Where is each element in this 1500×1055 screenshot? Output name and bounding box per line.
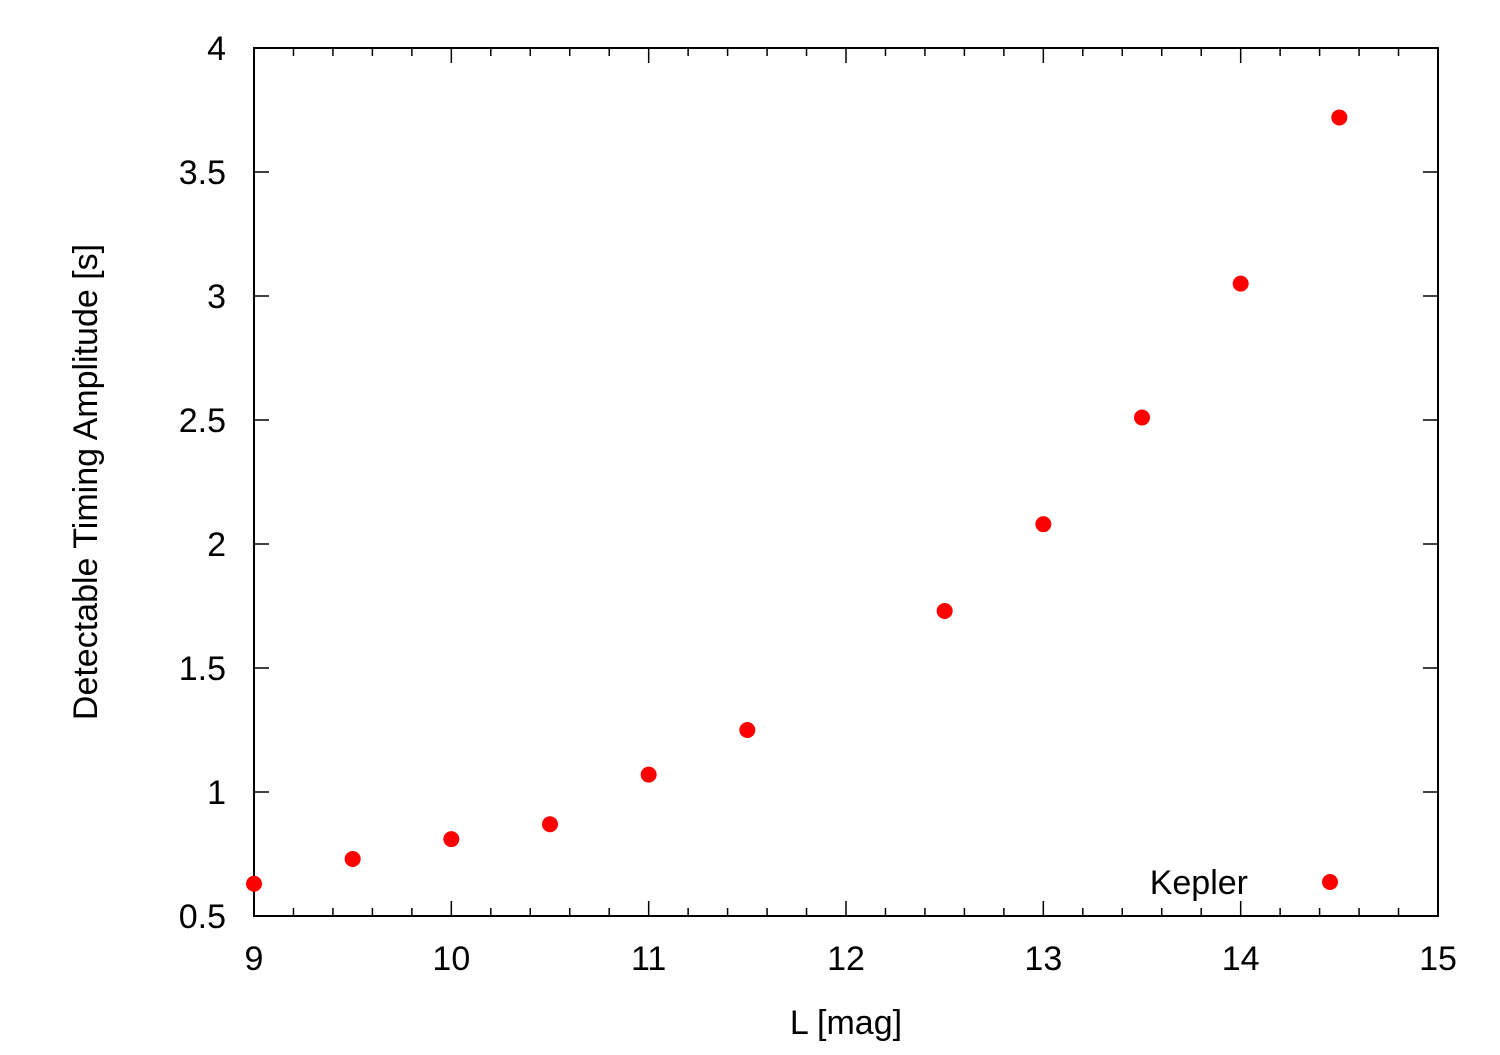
y-tick-label: 4 xyxy=(207,30,226,68)
y-tick-label: 1 xyxy=(207,774,226,812)
data-point xyxy=(443,831,460,848)
data-point xyxy=(1134,409,1150,426)
axis-ticks xyxy=(253,47,1439,917)
data-point xyxy=(542,816,558,833)
y-tick-label: 0.5 xyxy=(179,898,226,936)
y-tick-label: 2.5 xyxy=(179,402,226,440)
data-point xyxy=(1331,109,1348,126)
x-tick-label: 11 xyxy=(631,940,666,978)
data-point xyxy=(1232,275,1249,292)
y-tick-label: 2 xyxy=(207,526,226,564)
data-point xyxy=(246,875,262,892)
data-point xyxy=(936,602,953,619)
legend-label-kepler: Kepler xyxy=(1150,864,1248,902)
x-axis-label: L [mag] xyxy=(790,1004,902,1042)
x-tick-label: 9 xyxy=(245,940,264,978)
x-tick-label: 13 xyxy=(1024,940,1062,978)
y-axis-label: Detectable Timing Amplitude [s] xyxy=(67,244,105,720)
data-points xyxy=(246,109,1348,892)
data-point xyxy=(344,850,361,867)
x-tick-label: 14 xyxy=(1222,940,1260,978)
y-tick-label: 3 xyxy=(207,278,226,316)
plot-frame xyxy=(253,47,1439,917)
y-tick-label: 3.5 xyxy=(179,154,226,192)
data-point xyxy=(1035,516,1052,533)
data-point xyxy=(640,766,657,783)
x-tick-label: 15 xyxy=(1419,940,1457,978)
data-point xyxy=(739,722,756,738)
x-tick-label: 10 xyxy=(432,940,470,978)
y-tick-label: 1.5 xyxy=(179,650,226,688)
legend-marker-kepler xyxy=(1322,874,1338,890)
legend: Kepler xyxy=(1150,864,1338,902)
axis-tick-labels: 9 10 11 12 13 14 15 0.5 1 1.5 2 2.5 3 3.5 4 xyxy=(179,30,1457,978)
x-tick-label: 12 xyxy=(827,940,865,978)
